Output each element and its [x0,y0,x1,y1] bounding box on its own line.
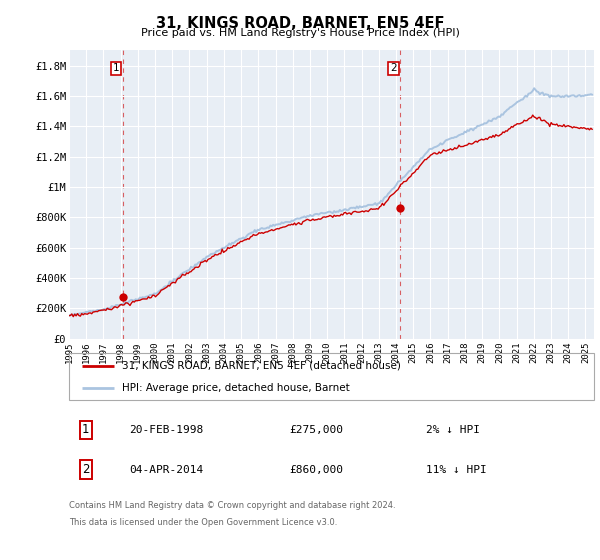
Text: 1: 1 [82,423,89,436]
Text: 2% ↓ HPI: 2% ↓ HPI [426,424,480,435]
Text: 31, KINGS ROAD, BARNET, EN5 4EF (detached house): 31, KINGS ROAD, BARNET, EN5 4EF (detache… [121,361,400,371]
Text: 31, KINGS ROAD, BARNET, EN5 4EF: 31, KINGS ROAD, BARNET, EN5 4EF [156,16,444,31]
Text: 1: 1 [113,63,119,73]
Text: 20-FEB-1998: 20-FEB-1998 [130,424,203,435]
Text: This data is licensed under the Open Government Licence v3.0.: This data is licensed under the Open Gov… [69,518,337,527]
Text: Price paid vs. HM Land Registry's House Price Index (HPI): Price paid vs. HM Land Registry's House … [140,28,460,38]
Text: Contains HM Land Registry data © Crown copyright and database right 2024.: Contains HM Land Registry data © Crown c… [69,501,395,510]
Text: £860,000: £860,000 [290,465,343,474]
Text: HPI: Average price, detached house, Barnet: HPI: Average price, detached house, Barn… [121,382,349,393]
Text: 2: 2 [82,463,89,476]
Text: 11% ↓ HPI: 11% ↓ HPI [426,465,487,474]
Text: £275,000: £275,000 [290,424,343,435]
Text: 2: 2 [390,63,397,73]
Text: 04-APR-2014: 04-APR-2014 [130,465,203,474]
